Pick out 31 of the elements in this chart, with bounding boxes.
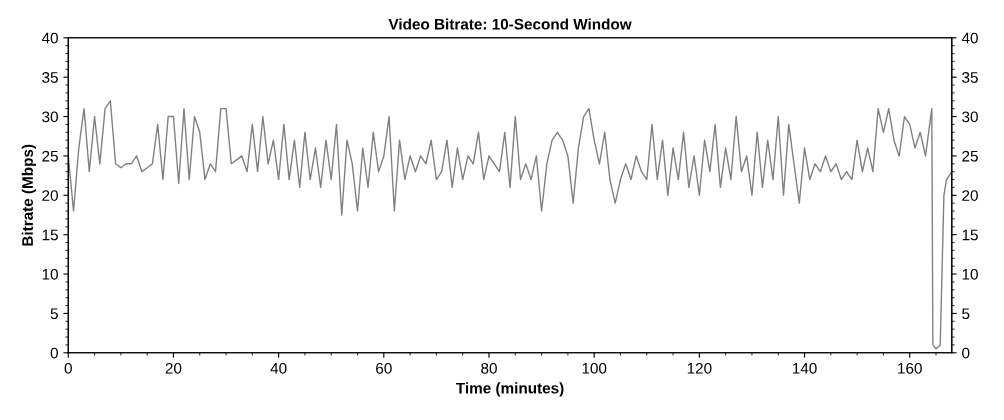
y2-tick-label: 20 xyxy=(962,190,978,201)
y-tick-label: 30 xyxy=(42,111,58,123)
x-tick-label: 40 xyxy=(270,362,287,374)
x-axis-title: Time (minutes) xyxy=(456,382,564,397)
chart-title: Video Bitrate: 10-Second Window xyxy=(388,18,632,30)
y2-tick-label: 0 xyxy=(962,347,970,359)
y2-tick-label: 10 xyxy=(962,268,978,280)
y2-tick-label: 25 xyxy=(962,150,978,162)
y2-tick-label: 35 xyxy=(962,72,978,83)
y2-tick-label: 5 xyxy=(962,308,970,320)
y-tick-label: 20 xyxy=(42,190,58,201)
y-tick-label: 5 xyxy=(50,308,58,320)
y-tick-label: 40 xyxy=(41,32,58,44)
x-tick-label: 80 xyxy=(481,362,497,374)
y-tick-label: 25 xyxy=(42,150,58,162)
y2-tick-label: 30 xyxy=(962,111,978,123)
x-tick-label: 60 xyxy=(376,362,392,374)
y-tick-label: 0 xyxy=(50,347,58,359)
x-tick-label: 20 xyxy=(165,362,182,374)
y2-tick-label: 15 xyxy=(962,229,978,241)
x-tick-label: 100 xyxy=(582,362,607,374)
line-series xyxy=(68,100,952,350)
x-tick-label: 160 xyxy=(898,362,922,374)
y-tick-label: 15 xyxy=(42,229,58,241)
x-tick-label: 0 xyxy=(64,362,72,374)
y-tick-label: 35 xyxy=(42,72,58,83)
y2-tick-label: 40 xyxy=(961,32,978,44)
y-tick-label: 10 xyxy=(42,268,58,280)
y-axis-title: Bitrate (Mbps) xyxy=(21,144,36,246)
x-tick-label: 140 xyxy=(792,362,817,374)
x-tick-label: 120 xyxy=(687,362,712,374)
